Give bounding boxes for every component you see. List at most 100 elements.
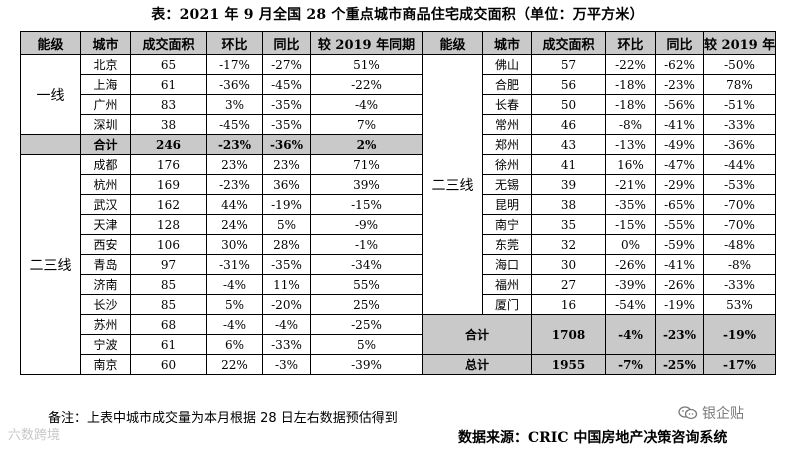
mom-cell: -26% [605,254,656,275]
yoy-cell: -56% [655,94,704,115]
mom-cell: -17% [206,54,263,75]
city-cell: 南京 [80,354,131,375]
area-cell: 61 [130,334,207,355]
mom-cell: -23% [206,174,263,195]
area-cell: 162 [130,194,207,215]
area-cell: 176 [130,154,207,175]
city-cell: 青岛 [80,254,131,275]
mom-cell: 23% [206,154,263,175]
mom-cell: -36% [206,74,263,95]
header-area: 成交面积 [130,31,207,55]
transaction-area-table: 能级 城市 成交面积 环比 同比 较 2019 年同期 能级 城市 成交面积 环… [20,31,776,375]
watermark-right-text: 银企贴 [702,406,744,422]
table-row: 天津 128 24% 5% -9% 南宁 35 -15% -55% -70% [21,214,776,235]
vs2019-cell: -4% [310,94,423,115]
mom-cell: 24% [206,214,263,235]
yoy-cell: -35% [262,94,311,115]
table-row: 杭州 169 -23% 36% 39% 无锡 39 -21% -29% -53% [21,174,776,195]
mom-cell: -18% [605,74,656,95]
header-vs2019: 较 2019 年同期 [310,31,423,55]
vs2019-cell: -8% [703,254,776,275]
yoy-cell: -49% [655,134,704,155]
mom-cell: -45% [206,114,263,135]
vs2019-cell: 5% [310,334,423,355]
city-cell: 长沙 [80,294,131,315]
city-cell: 常州 [482,114,532,135]
mom-cell: -31% [206,254,263,275]
mom-cell: -4% [206,314,263,335]
area-cell: 60 [130,354,207,375]
area-cell: 27 [531,274,606,295]
vs2019-cell: 51% [310,54,423,75]
right-subtotal-label: 合计 [422,314,532,355]
yoy-cell: -20% [262,294,311,315]
yoy-cell: -62% [655,54,704,75]
mom-cell: 44% [206,194,263,215]
table-row: 一线 北京 65 -17% -27% 51% 二三线 佛山 57 -22% -6… [20,54,776,315]
wechat-icon [678,406,698,420]
grand-total-vs2019: -17% [703,354,776,375]
yoy-cell: -55% [655,214,704,235]
right-subtotal-yoy: -23% [655,314,704,355]
area-cell: 85 [130,274,207,295]
city-cell: 郑州 [482,134,532,155]
city-cell: 西安 [80,234,131,255]
header-vs2019: 较 2019 年同期 [703,31,776,55]
area-cell: 57 [531,54,606,75]
city-cell: 福州 [482,274,532,295]
yoy-cell: -47% [655,154,704,175]
yoy-cell: -19% [655,294,704,315]
yoy-cell: -33% [262,334,311,355]
table-row: 上海 61 -36% -45% -22% 合肥 56 -18% -23% 78% [21,74,776,95]
header-row: 能级 城市 成交面积 环比 同比 较 2019 年同期 能级 城市 成交面积 环… [20,31,776,55]
yoy-cell: 5% [262,214,311,235]
area-cell: 39 [531,174,606,195]
header-mom: 环比 [605,31,656,55]
header-city: 城市 [482,31,532,55]
vs2019-cell: -15% [310,194,423,215]
tier-label-tier23: 二三线 [20,154,81,375]
watermark-right: 银企贴 [678,403,744,423]
area-cell: 30 [531,254,606,275]
table-title: 表：2021 年 9 月全国 28 个重点城市商品住宅成交面积（单位：万平方米） [151,7,644,23]
header-tier: 能级 [422,31,483,55]
vs2019-cell: 78% [703,74,776,95]
vs2019-cell: -33% [703,114,776,135]
area-cell: 41 [531,154,606,175]
data-source: 数据来源：CRIC 中国房地产决策咨询系统 [458,430,728,446]
grand-total-area: 1955 [531,354,606,375]
header-city: 城市 [80,31,131,55]
city-cell: 佛山 [482,54,532,75]
vs2019-cell: 39% [310,174,423,195]
yoy-cell: 11% [262,274,311,295]
city-cell: 深圳 [80,114,131,135]
mom-cell: -35% [605,194,656,215]
yoy-cell: -41% [655,114,704,135]
vs2019-cell: 55% [310,274,423,295]
table-row: 二三线 成都 176 23% 23% 71% 徐州 41 16% -47% -4… [20,154,776,375]
yoy-cell: -41% [655,254,704,275]
vs2019-cell: -70% [703,214,776,235]
area-cell: 32 [531,234,606,255]
yoy-cell: -59% [655,234,704,255]
yoy-cell: -29% [655,174,704,195]
vs2019-cell: -22% [310,74,423,95]
area-cell: 38 [531,194,606,215]
city-cell: 武汉 [80,194,131,215]
area-cell: 68 [130,314,207,335]
city-cell: 上海 [80,74,131,95]
header-mom: 环比 [206,31,263,55]
area-cell: 50 [531,94,606,115]
header-tier: 能级 [20,31,81,55]
yoy-cell: -35% [262,254,311,275]
area-cell: 61 [130,74,207,95]
vs2019-cell: -44% [703,154,776,175]
vs2019-cell: 25% [310,294,423,315]
vs2019-cell: 7% [310,114,423,135]
grand-total-label: 总计 [422,354,532,375]
vs2019-cell: -53% [703,174,776,195]
area-cell: 56 [531,74,606,95]
yoy-cell: 36% [262,174,311,195]
mom-cell: -54% [605,294,656,315]
mom-cell: -8% [605,114,656,135]
